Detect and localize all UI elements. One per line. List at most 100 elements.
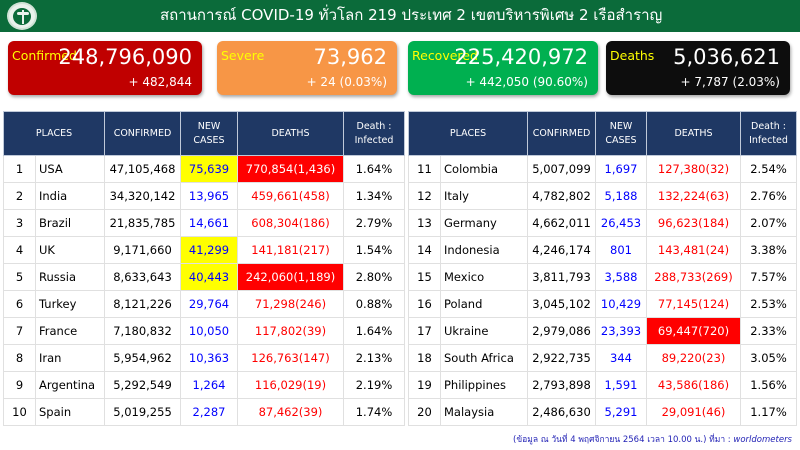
confirmed-cell: 4,782,802 — [527, 182, 596, 210]
deaths-label: Deaths — [610, 48, 655, 63]
place-cell: Argentina — [35, 371, 105, 399]
place-cell: Germany — [440, 209, 528, 237]
confirmed-cell: 4,246,174 — [527, 236, 596, 264]
confirmed-cell: 3,811,793 — [527, 263, 596, 291]
header-deaths: DEATHS — [646, 111, 741, 156]
deaths-cell: 126,763(147) — [237, 344, 344, 372]
left-country-table: PLACES CONFIRMED NEW CASES DEATHS Death :… — [3, 111, 405, 426]
death-ratio-cell: 0.88% — [343, 290, 405, 318]
confirmed-change: + 482,844 — [128, 75, 193, 89]
table-header-row: PLACES CONFIRMED NEW CASES DEATHS Death :… — [408, 111, 797, 156]
new-cases-cell: 5,188 — [595, 182, 647, 210]
death-ratio-cell: 1.64% — [343, 155, 405, 183]
place-cell: Ukraine — [440, 317, 528, 345]
death-ratio-cell: 7.57% — [740, 263, 797, 291]
place-cell: Turkey — [35, 290, 105, 318]
death-ratio-cell: 1.56% — [740, 371, 797, 399]
confirmed-cell: 2,486,630 — [527, 398, 596, 426]
confirmed-cell: 2,922,735 — [527, 344, 596, 372]
recovered-value: 225,420,972 — [454, 45, 588, 69]
confirmed-cell: 8,633,643 — [104, 263, 181, 291]
death-ratio-cell: 1.64% — [343, 317, 405, 345]
table-row: 9 Argentina 5,292,549 1,264 116,029(19) 2.19% — [3, 371, 405, 399]
header-new-cases: NEW CASES — [180, 111, 238, 156]
confirmed-cell: 3,045,102 — [527, 290, 596, 318]
new-cases-cell: 41,299 — [180, 236, 238, 264]
confirmed-cell: 7,180,832 — [104, 317, 181, 345]
confirmed-cell: 9,171,660 — [104, 236, 181, 264]
deaths-cell: 117,802(39) — [237, 317, 344, 345]
table-row: 11 Colombia 5,007,099 1,697 127,380(32) 2.54% — [408, 155, 797, 183]
rank-cell: 8 — [3, 344, 36, 372]
death-ratio-cell: 2.53% — [740, 290, 797, 318]
place-cell: Italy — [440, 182, 528, 210]
place-cell: Poland — [440, 290, 528, 318]
table-row: 19 Philippines 2,793,898 1,591 43,586(186) 1.… — [408, 371, 797, 399]
place-cell: India — [35, 182, 105, 210]
table-row: 14 Indonesia 4,246,174 801 143,481(24) 3.38% — [408, 236, 797, 264]
death-ratio-cell: 2.13% — [343, 344, 405, 372]
place-cell: Russia — [35, 263, 105, 291]
new-cases-cell: 1,697 — [595, 155, 647, 183]
new-cases-cell: 10,050 — [180, 317, 238, 345]
table-row: 16 Poland 3,045,102 10,429 77,145(124) 2.53% — [408, 290, 797, 318]
table-header-row: PLACES CONFIRMED NEW CASES DEATHS Death :… — [3, 111, 405, 156]
table-row: 17 Ukraine 2,979,086 23,393 69,447(720) 2.33% — [408, 317, 797, 345]
deaths-cell: 43,586(186) — [646, 371, 741, 399]
confirmed-label: Confirmed — [12, 48, 77, 63]
header-confirmed: CONFIRMED — [527, 111, 596, 156]
death-ratio-cell: 2.76% — [740, 182, 797, 210]
table-row: 20 Malaysia 2,486,630 5,291 29,091(46) 1.17% — [408, 398, 797, 426]
table-row: 3 Brazil 21,835,785 14,661 608,304(186) 2.79% — [3, 209, 405, 237]
death-ratio-cell: 1.17% — [740, 398, 797, 426]
header-death-ratio: Death : Infected — [740, 111, 797, 156]
place-cell: Malaysia — [440, 398, 528, 426]
new-cases-cell: 75,639 — [180, 155, 238, 183]
deaths-cell: 242,060(1,189) — [237, 263, 344, 291]
table-row: 15 Mexico 3,811,793 3,588 288,733(269) 7.57% — [408, 263, 797, 291]
header-new-cases: NEW CASES — [595, 111, 647, 156]
rank-cell: 18 — [408, 344, 441, 372]
deaths-cell: 770,854(1,436) — [237, 155, 344, 183]
new-cases-cell: 1,591 — [595, 371, 647, 399]
place-cell: Brazil — [35, 209, 105, 237]
confirmed-card: Confirmed 248,796,090 + 482,844 — [8, 41, 202, 95]
death-ratio-cell: 1.34% — [343, 182, 405, 210]
rank-cell: 16 — [408, 290, 441, 318]
confirmed-cell: 21,835,785 — [104, 209, 181, 237]
confirmed-cell: 5,007,099 — [527, 155, 596, 183]
deaths-cell: 116,029(19) — [237, 371, 344, 399]
new-cases-cell: 14,661 — [180, 209, 238, 237]
new-cases-cell: 3,588 — [595, 263, 647, 291]
table-row: 5 Russia 8,633,643 40,443 242,060(1,189) 2.80… — [3, 263, 405, 291]
table-row: 18 South Africa 2,922,735 344 89,220(23) 3.05… — [408, 344, 797, 372]
new-cases-cell: 13,965 — [180, 182, 238, 210]
recovered-change: + 442,050 (90.60%) — [465, 75, 588, 89]
new-cases-cell: 1,264 — [180, 371, 238, 399]
new-cases-cell: 344 — [595, 344, 647, 372]
place-cell: South Africa — [440, 344, 528, 372]
deaths-value: 5,036,621 — [673, 45, 780, 69]
new-cases-cell: 5,291 — [595, 398, 647, 426]
deaths-cell: 96,623(184) — [646, 209, 741, 237]
confirmed-cell: 5,292,549 — [104, 371, 181, 399]
confirmed-cell: 4,662,011 — [527, 209, 596, 237]
confirmed-cell: 8,121,226 — [104, 290, 181, 318]
recovered-label: Recovered — [412, 48, 478, 63]
footer-source: worldometers — [733, 435, 792, 445]
death-ratio-cell: 2.80% — [343, 263, 405, 291]
rank-cell: 2 — [3, 182, 36, 210]
table-row: 6 Turkey 8,121,226 29,764 71,298(246) 0.88% — [3, 290, 405, 318]
death-ratio-cell: 2.33% — [740, 317, 797, 345]
rank-cell: 9 — [3, 371, 36, 399]
severe-card: Severe 73,962 + 24 (0.03%) — [217, 41, 397, 95]
deaths-change: + 7,787 (2.03%) — [680, 75, 780, 89]
rank-cell: 3 — [3, 209, 36, 237]
header-places: PLACES — [408, 111, 528, 156]
right-country-table: PLACES CONFIRMED NEW CASES DEATHS Death :… — [408, 111, 797, 426]
deaths-card: Deaths 5,036,621 + 7,787 (2.03%) — [606, 41, 790, 95]
confirmed-cell: 5,019,255 — [104, 398, 181, 426]
table-row: 8 Iran 5,954,962 10,363 126,763(147) 2.13% — [3, 344, 405, 372]
table-row: 13 Germany 4,662,011 26,453 96,623(184) 2.07% — [408, 209, 797, 237]
